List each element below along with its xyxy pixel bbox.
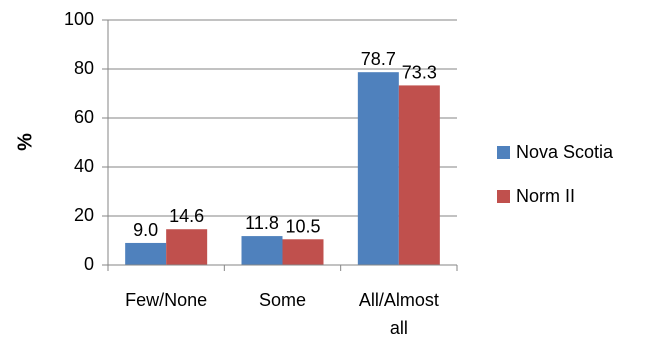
data-label: 10.5 — [285, 216, 320, 236]
data-label: 11.8 — [245, 213, 279, 233]
bars — [125, 72, 440, 265]
y-tick-label: 20 — [74, 205, 94, 225]
legend-item-norm-ii: Norm II — [497, 185, 613, 207]
legend-label-nova-scotia: Nova Scotia — [516, 141, 614, 162]
bar — [125, 242, 167, 265]
legend-item-nova-scotia: Nova Scotia — [497, 141, 613, 163]
y-tick-label: 80 — [74, 58, 94, 78]
legend-label-norm-ii: Norm II — [516, 185, 576, 206]
bar — [282, 239, 324, 265]
data-label: 78.7 — [361, 49, 396, 69]
y-tick-label: 100 — [64, 9, 94, 29]
y-tick-label: 60 — [74, 107, 94, 127]
legend: Nova Scotia Norm II — [497, 141, 613, 229]
data-label: 14.6 — [169, 206, 204, 226]
data-labels: 9.0 14.6 11.8 10.5 78.7 73.3 — [133, 49, 437, 240]
data-label: 9.0 — [133, 220, 158, 240]
legend-swatch-nova-scotia — [497, 145, 510, 159]
legend-swatch-norm-ii — [497, 189, 510, 203]
data-label: 73.3 — [402, 62, 437, 82]
axes — [102, 19, 458, 271]
bar — [166, 229, 208, 265]
x-category-labels: Few/None Some All/Almost all — [125, 290, 439, 338]
bar — [241, 236, 283, 265]
y-tick-label: 40 — [74, 156, 94, 176]
x-category-label: All/Almost — [359, 290, 439, 310]
x-category-label: Few/None — [125, 290, 207, 310]
bar — [357, 72, 399, 265]
y-tick-labels: 0 20 40 60 80 100 — [64, 9, 94, 274]
y-tick-label: 0 — [84, 254, 94, 274]
x-category-label: Some — [259, 290, 306, 310]
bar — [398, 85, 440, 265]
x-category-label: all — [390, 318, 408, 338]
y-axis-label: % — [14, 133, 36, 151]
